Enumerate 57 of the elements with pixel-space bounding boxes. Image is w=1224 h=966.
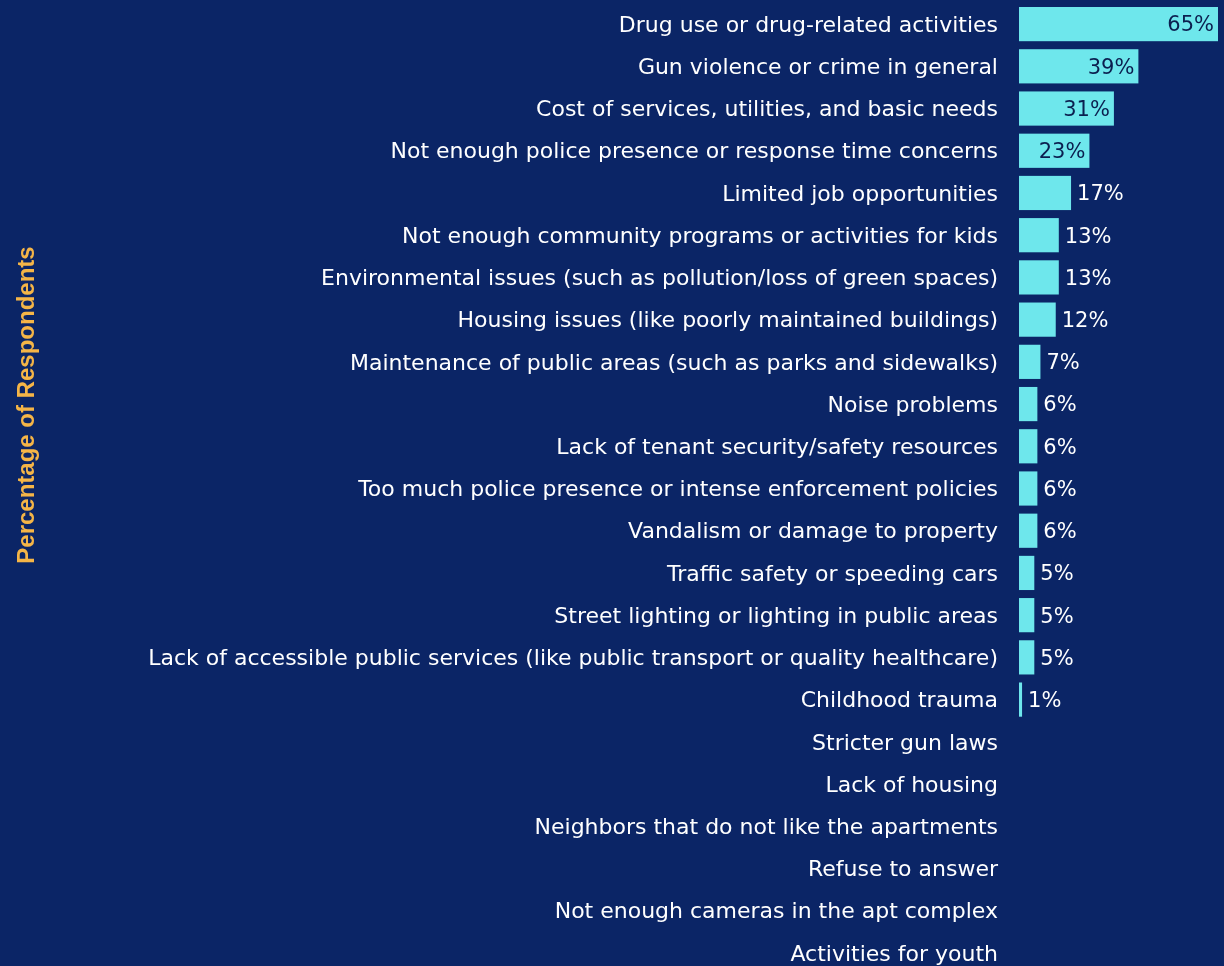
bar xyxy=(1019,175,1072,211)
data-label: 6% xyxy=(1043,519,1077,544)
bar xyxy=(1019,555,1035,591)
y-tick-label: Traffic safety or speeding cars xyxy=(665,560,998,586)
bar xyxy=(1019,682,1023,717)
data-label: 6% xyxy=(1043,476,1077,501)
y-tick-label: Lack of tenant security/safety resources xyxy=(556,433,998,459)
y-tick-label: Lack of accessible public services (like public transport or quality healthcare) xyxy=(148,645,998,671)
data-label: 39% xyxy=(1087,54,1135,79)
data-label: 12% xyxy=(1061,307,1109,332)
bar xyxy=(1019,513,1038,548)
bar xyxy=(1019,471,1038,506)
data-label: 17% xyxy=(1077,181,1124,206)
y-tick-label: Not enough police presence or response time concerns xyxy=(390,138,998,164)
y-tick-label: Too much police presence or intense enforcement policies xyxy=(357,476,998,502)
y-tick-label: Noise problems xyxy=(827,391,998,417)
bar xyxy=(1019,49,1139,84)
y-tick-label: Housing issues (like poorly maintained buildings) xyxy=(457,307,998,333)
bar xyxy=(1019,7,1218,42)
y-tick-label: Maintenance of public areas (such as parks and sidewalks) xyxy=(349,349,998,375)
y-axis-title: Percentage of Respondents xyxy=(12,246,39,564)
data-label: 13% xyxy=(1064,223,1112,248)
bar xyxy=(1019,344,1041,379)
y-tick-label: Not enough cameras in the apt complex xyxy=(554,898,998,924)
data-label: 1% xyxy=(1028,687,1062,712)
data-label: 31% xyxy=(1063,96,1110,121)
bar xyxy=(1019,640,1035,675)
y-tick-label: Lack of housing xyxy=(825,771,998,797)
data-label: 5% xyxy=(1040,645,1074,670)
data-label: 6% xyxy=(1043,392,1077,417)
data-label: 7% xyxy=(1046,350,1080,375)
y-tick-label: Stricter gun laws xyxy=(812,729,998,755)
y-tick-label: Environmental issues (such as pollution/loss of green spaces) xyxy=(321,265,998,291)
y-tick-label: Vandalism or damage to property xyxy=(628,518,998,544)
y-tick-label: Limited job opportunities xyxy=(722,180,998,206)
bar xyxy=(1019,302,1056,337)
y-tick-label: Street lighting or lighting in public areas xyxy=(554,602,998,628)
data-label: 5% xyxy=(1040,561,1074,586)
y-tick-label: Gun violence or crime in general xyxy=(637,54,998,80)
data-label: 5% xyxy=(1040,603,1074,628)
y-tick-label: Refuse to answer xyxy=(807,856,999,882)
y-tick-label: Drug use or drug-related activities xyxy=(618,11,998,37)
y-tick-label: Neighbors that do not like the apartments xyxy=(534,813,998,839)
data-label: 23% xyxy=(1038,139,1086,164)
data-label: 6% xyxy=(1043,434,1077,459)
data-label: 65% xyxy=(1167,12,1214,37)
data-label: 13% xyxy=(1064,265,1112,290)
y-tick-label: Childhood trauma xyxy=(800,687,998,713)
bar xyxy=(1019,218,1059,253)
bar xyxy=(1019,260,1059,295)
bar xyxy=(1019,91,1114,126)
bar xyxy=(1019,598,1035,633)
y-tick-label: Cost of services, utilities, and basic needs xyxy=(536,96,998,122)
bar xyxy=(1019,429,1038,464)
y-tick-label: Activities for youth xyxy=(790,940,998,966)
bar xyxy=(1019,386,1038,422)
y-tick-label: Not enough community programs or activities for kids xyxy=(402,222,998,248)
